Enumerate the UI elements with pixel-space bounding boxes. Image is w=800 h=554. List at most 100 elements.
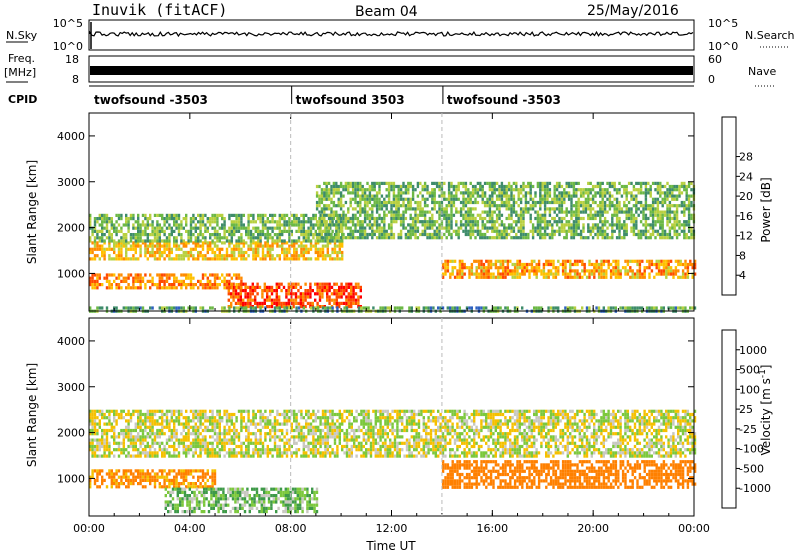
echo-cell [233,220,236,224]
echo-cell [240,250,243,255]
echo-cell [105,226,109,230]
echo-cell [553,191,556,195]
echo-cell [625,197,628,201]
echo-cell [91,428,94,433]
echo-cell [278,217,281,221]
echo-cell [390,213,393,217]
echo-cell [423,232,427,237]
echo-cell [655,266,658,270]
echo-cell [341,239,344,243]
echo-cell [257,233,260,237]
echo-cell [249,247,253,251]
echo-cell [563,194,566,198]
echo-cell [378,188,381,192]
echo-cell [246,295,250,299]
echo-cell [185,419,188,423]
echo-cell [447,220,451,224]
echo-cell [570,207,573,211]
echo-cell [455,197,458,201]
echo-cell [168,419,171,423]
echo-cell [378,184,381,189]
echo-cell [227,282,230,286]
echo-cell [105,448,109,452]
echo-cell [187,229,190,233]
echo-cell [685,232,688,237]
echo-cell [668,210,672,214]
echo-cell [288,229,291,233]
colorbar-tick-label: 12 [739,230,753,243]
echo-cell [201,213,205,217]
echo-cell [237,250,241,255]
echo-cell [117,250,121,255]
echo-cell [522,223,525,227]
echo-cell [638,259,642,263]
echo-cell [426,223,429,227]
echo-cell [596,210,600,214]
echo-cell [197,279,200,283]
echo-cell [558,181,561,185]
echo-cell [569,306,572,310]
echo-cell [385,213,388,217]
echo-cell [197,432,200,436]
echo-cell [278,239,281,243]
echo-cell [685,204,688,208]
echo-cell [611,213,614,217]
echo-cell [603,204,607,208]
echo-cell [551,216,554,221]
echo-cell [321,244,325,248]
echo-cell [649,184,652,189]
echo-cell [479,229,482,233]
echo-cell [438,232,441,237]
echo-cell [494,262,498,267]
echo-cell [433,207,436,211]
echo-cell [349,236,352,240]
echo-cell [199,432,202,436]
echo-cell [309,233,313,237]
echo-cell [529,204,532,208]
echo-cell [477,259,481,263]
echo-cell [153,244,157,248]
echo-cell [397,184,400,189]
echo-cell [599,181,602,185]
echo-cell [137,448,140,452]
echo-cell [337,216,340,221]
echo-cell [103,428,106,433]
echo-cell [240,223,243,227]
echo-cell [158,286,161,290]
echo-cell [330,200,333,205]
echo-cell [575,204,578,208]
echo-cell [390,210,393,214]
echo-cell [146,223,149,227]
echo-cell [498,213,501,217]
echo-cell [477,266,481,270]
echo-cell [254,226,257,230]
echo-cell [209,448,212,452]
echo-cell [395,210,398,214]
echo-cell [350,289,353,293]
echo-cell [173,409,176,413]
echo-cell [175,247,178,251]
echo-cell [125,244,128,248]
echo-cell [165,451,169,455]
echo-cell [529,213,532,217]
echo-cell [600,269,603,273]
echo-cell [639,229,643,233]
echo-cell [161,279,164,283]
echo-cell [527,191,530,195]
echo-cell [338,241,341,245]
echo-cell [309,306,313,310]
echo-cell [545,262,548,267]
echo-cell [153,454,157,458]
echo-cell [333,233,337,237]
echo-cell [230,250,233,255]
echo-cell [603,194,607,198]
echo-cell [153,412,157,417]
echo-cell [290,301,293,305]
echo-cell [110,247,113,251]
echo-cell [252,241,255,245]
echo-cell [129,247,133,251]
echo-cell [467,200,470,205]
echo-cell [486,204,489,208]
echo-cell [105,441,109,445]
echo-cell [373,229,376,233]
